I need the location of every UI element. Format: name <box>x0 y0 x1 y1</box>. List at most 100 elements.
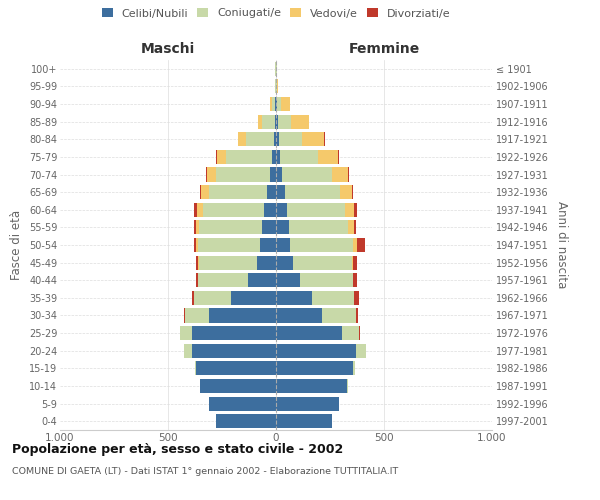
Bar <box>277 80 278 94</box>
Bar <box>276 362 353 376</box>
Bar <box>238 132 246 146</box>
Bar <box>356 308 358 322</box>
Bar <box>287 202 345 217</box>
Bar <box>230 291 276 305</box>
Bar <box>276 396 338 410</box>
Bar <box>352 256 353 270</box>
Bar <box>215 414 276 428</box>
Bar <box>354 202 357 217</box>
Bar <box>192 291 194 305</box>
Bar <box>209 396 276 410</box>
Bar <box>217 150 226 164</box>
Bar <box>184 344 192 358</box>
Bar <box>276 97 277 111</box>
Bar <box>195 362 196 376</box>
Bar <box>198 273 248 287</box>
Bar <box>198 256 199 270</box>
Bar <box>276 344 356 358</box>
Bar <box>332 168 349 181</box>
Bar <box>300 273 353 287</box>
Bar <box>274 132 276 146</box>
Bar <box>353 238 357 252</box>
Bar <box>281 97 290 111</box>
Bar <box>192 344 276 358</box>
Bar <box>276 150 280 164</box>
Bar <box>353 362 355 376</box>
Bar <box>276 414 332 428</box>
Bar <box>215 150 217 164</box>
Text: Femmine: Femmine <box>349 42 419 56</box>
Bar <box>262 220 276 234</box>
Bar <box>276 326 342 340</box>
Bar <box>276 132 278 146</box>
Bar <box>278 114 290 128</box>
Bar <box>248 273 276 287</box>
Bar <box>345 202 354 217</box>
Bar <box>280 150 318 164</box>
Bar <box>192 326 276 340</box>
Bar <box>276 308 322 322</box>
Bar <box>196 273 198 287</box>
Bar <box>226 150 272 164</box>
Bar <box>199 220 262 234</box>
Text: Popolazione per età, sesso e stato civile - 2002: Popolazione per età, sesso e stato civil… <box>12 442 343 456</box>
Y-axis label: Fasce di età: Fasce di età <box>10 210 23 280</box>
Bar <box>196 256 198 270</box>
Bar <box>215 168 269 181</box>
Bar <box>275 114 276 128</box>
Bar <box>206 168 207 181</box>
Bar <box>340 185 352 199</box>
Bar <box>353 256 356 270</box>
Bar <box>200 185 202 199</box>
Bar <box>180 326 192 340</box>
Bar <box>194 291 230 305</box>
Bar <box>276 291 311 305</box>
Bar <box>290 114 309 128</box>
Bar <box>271 97 272 111</box>
Bar <box>197 202 203 217</box>
Y-axis label: Anni di nascita: Anni di nascita <box>554 202 568 288</box>
Bar <box>260 238 276 252</box>
Bar <box>199 256 257 270</box>
Bar <box>276 202 287 217</box>
Bar <box>276 256 293 270</box>
Bar <box>200 379 276 393</box>
Bar <box>311 291 354 305</box>
Bar <box>302 132 324 146</box>
Bar <box>276 114 278 128</box>
Bar <box>276 220 289 234</box>
Bar <box>202 185 209 199</box>
Bar <box>354 220 356 234</box>
Bar <box>196 238 198 252</box>
Bar <box>322 308 356 322</box>
Bar <box>324 132 325 146</box>
Bar <box>276 238 290 252</box>
Bar <box>293 256 352 270</box>
Bar <box>318 150 338 164</box>
Text: COMUNE DI GAETA (LT) - Dati ISTAT 1° gennaio 2002 - Elaborazione TUTTITALIA.IT: COMUNE DI GAETA (LT) - Dati ISTAT 1° gen… <box>12 468 398 476</box>
Bar <box>289 220 349 234</box>
Bar <box>349 220 354 234</box>
Bar <box>203 202 264 217</box>
Bar <box>276 185 284 199</box>
Legend: Celibi/Nubili, Coniugati/e, Vedovi/e, Divorziati/e: Celibi/Nubili, Coniugati/e, Vedovi/e, Di… <box>101 8 451 18</box>
Bar <box>194 220 196 234</box>
Bar <box>276 379 347 393</box>
Bar <box>209 308 276 322</box>
Bar <box>356 344 365 358</box>
Bar <box>357 238 365 252</box>
Bar <box>276 273 300 287</box>
Bar <box>198 238 260 252</box>
Bar <box>352 185 353 199</box>
Bar <box>277 97 281 111</box>
Bar <box>272 150 276 164</box>
Bar <box>290 238 353 252</box>
Bar <box>275 97 276 111</box>
Bar <box>194 238 196 252</box>
Bar <box>268 185 276 199</box>
Bar <box>185 308 209 322</box>
Bar <box>209 185 268 199</box>
Bar <box>246 132 274 146</box>
Bar <box>354 291 359 305</box>
Bar <box>257 256 276 270</box>
